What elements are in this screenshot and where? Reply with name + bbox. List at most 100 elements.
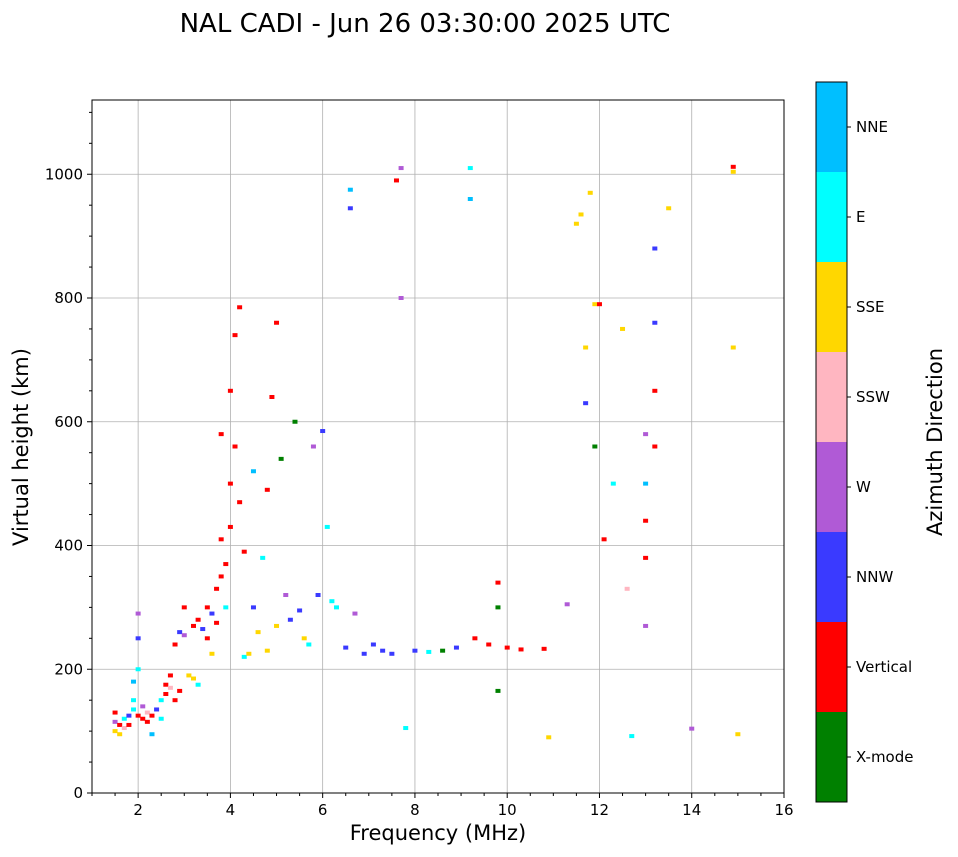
colorbar-segment — [816, 442, 847, 532]
data-point — [232, 444, 238, 449]
data-point — [227, 388, 233, 393]
data-point — [135, 713, 141, 718]
data-point — [564, 602, 570, 607]
data-point — [666, 206, 672, 211]
data-point — [278, 456, 284, 461]
data-point — [578, 212, 584, 217]
data-point — [163, 682, 169, 687]
data-point — [315, 593, 321, 597]
data-point — [163, 692, 169, 696]
colorbar-segment — [816, 712, 847, 802]
data-point — [301, 636, 307, 641]
data-point — [486, 642, 492, 647]
data-point — [730, 345, 736, 350]
data-point — [306, 642, 312, 647]
data-point — [495, 688, 501, 693]
data-point — [573, 221, 579, 226]
data-point — [601, 537, 607, 542]
data-point — [320, 429, 326, 434]
data-point — [209, 611, 215, 616]
data-point — [154, 707, 160, 712]
data-point — [158, 698, 164, 703]
data-point — [223, 605, 229, 610]
data-point — [117, 722, 123, 727]
colorbar-label: SSW — [856, 388, 890, 406]
data-point — [398, 166, 404, 171]
data-point — [177, 688, 183, 693]
colorbar-label: SSE — [856, 298, 885, 316]
colorbar-segment — [816, 532, 847, 622]
data-point — [587, 190, 593, 195]
data-point — [223, 562, 229, 567]
data-point — [181, 633, 187, 638]
y-tick-label: 800 — [54, 289, 83, 307]
data-point — [329, 599, 335, 604]
data-point — [393, 178, 399, 183]
data-point — [121, 716, 127, 721]
data-point — [380, 648, 386, 653]
data-point — [218, 537, 224, 542]
x-tick-label: 8 — [410, 801, 420, 819]
x-axis-label: Frequency (MHz) — [350, 821, 526, 845]
data-point — [426, 649, 432, 654]
data-point — [440, 648, 446, 653]
data-point — [214, 586, 220, 591]
y-tick-label: 400 — [54, 537, 83, 555]
data-point — [596, 302, 602, 307]
data-point — [541, 646, 547, 651]
data-point — [274, 623, 280, 628]
data-point — [126, 722, 132, 727]
colorbar-label: E — [856, 208, 865, 226]
data-point — [472, 636, 478, 641]
data-point — [643, 432, 649, 437]
x-tick-label: 16 — [774, 801, 793, 819]
x-tick-label: 4 — [226, 801, 236, 819]
data-point — [370, 642, 376, 647]
plot-area — [92, 100, 784, 793]
x-tick-label: 2 — [133, 801, 143, 819]
data-point — [131, 698, 137, 703]
data-point — [310, 444, 316, 449]
colorbar-label: Vertical — [856, 658, 912, 676]
data-point — [610, 481, 616, 486]
chart-title: NAL CADI - Jun 26 03:30:00 2025 UTC — [180, 9, 671, 39]
colorbar-label: NNE — [856, 118, 888, 136]
data-point — [343, 645, 349, 650]
data-point — [398, 296, 404, 300]
data-point — [117, 732, 123, 737]
colorbar-label: NNW — [856, 568, 893, 586]
data-point — [112, 719, 118, 724]
colorbar-label: X-mode — [856, 748, 913, 766]
data-point — [269, 395, 275, 399]
data-point — [158, 716, 164, 721]
data-point — [403, 726, 409, 731]
data-point — [232, 333, 238, 338]
data-point — [347, 187, 353, 192]
data-point — [255, 630, 261, 635]
data-point — [495, 580, 501, 585]
colorbar-label: W — [856, 478, 871, 496]
y-tick-label: 0 — [73, 784, 83, 802]
colorbar-segment — [816, 82, 847, 172]
data-point — [735, 732, 741, 737]
data-point — [389, 651, 395, 656]
data-point — [689, 726, 695, 731]
data-point — [131, 707, 137, 712]
data-point — [652, 444, 658, 449]
data-point — [274, 320, 280, 325]
data-point — [324, 524, 330, 529]
data-point — [172, 642, 178, 647]
y-axis-label: Virtual height (km) — [9, 348, 33, 546]
data-point — [643, 518, 649, 523]
data-point — [181, 605, 187, 610]
data-point — [361, 651, 367, 656]
data-point — [592, 302, 598, 307]
data-point — [167, 673, 173, 678]
data-point — [643, 623, 649, 628]
data-point — [453, 645, 459, 650]
y-tick-label: 1000 — [45, 165, 83, 183]
data-point — [209, 651, 215, 656]
data-point — [144, 710, 150, 715]
data-point — [131, 679, 137, 684]
